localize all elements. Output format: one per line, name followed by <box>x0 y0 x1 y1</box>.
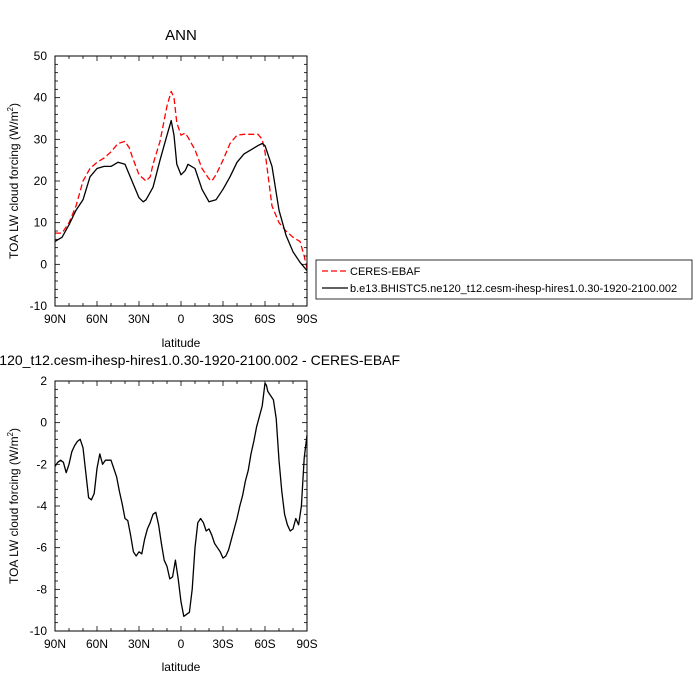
y-tick-label: 50 <box>34 49 48 63</box>
x-tick-label: 60S <box>254 312 275 326</box>
y-tick-label: 40 <box>34 91 48 105</box>
y-tick-label: -8 <box>36 582 47 596</box>
x-tick-label: 30N <box>128 312 150 326</box>
chart-annual: ANN 90N 60N 30N 0 30S 60S 90S -10 0 10 20 30 40 50 l… <box>6 27 693 350</box>
y-tick-label: 0 <box>40 257 47 271</box>
chart-title: C5.ne120_t12.cesm-ihesp-hires1.0.30-1920… <box>0 352 400 368</box>
x-tick-label: 60S <box>254 637 275 651</box>
x-tick-label: 90S <box>296 312 317 326</box>
plot-lines <box>54 382 308 618</box>
x-tick-label: 90N <box>44 637 66 651</box>
series-line-difference <box>54 382 308 618</box>
x-axis: 90N 60N 30N 0 30S 60S 90S <box>44 381 318 651</box>
y-tick-label: -2 <box>36 457 47 471</box>
x-tick-label: 30S <box>212 637 233 651</box>
y-axis-label: TOA LW cloud forcing (W/m2) <box>6 428 21 584</box>
plot-frame <box>54 380 308 632</box>
y-tick-label: -10 <box>30 299 48 313</box>
x-tick-label: 90S <box>296 637 317 651</box>
legend-label-model: b.e13.BHISTC5.ne120_t12.cesm-ihesp-hires… <box>350 283 677 295</box>
series-line-model <box>54 119 308 272</box>
x-tick-label: 30N <box>128 637 150 651</box>
x-tick-label: 90N <box>44 312 66 326</box>
y-axis-label: TOA LW cloud forcing (W/m2) <box>6 103 21 259</box>
y-axis-label-main: TOA LW cloud forcing (W/m <box>7 111 21 259</box>
chart-title: ANN <box>165 27 197 44</box>
y-tick-label: -4 <box>36 499 47 513</box>
y-tick-label: 2 <box>40 374 47 388</box>
x-axis-label: latitude <box>162 660 201 674</box>
plot-lines <box>54 90 308 272</box>
chart-difference: C5.ne120_t12.cesm-ihesp-hires1.0.30-1920… <box>0 352 400 674</box>
x-axis-label: latitude <box>162 336 201 350</box>
x-tick-label: 30S <box>212 312 233 326</box>
y-axis: -10 -8 -6 -4 -2 0 2 <box>30 374 307 638</box>
y-tick-label: -6 <box>36 541 47 555</box>
x-tick-label: 60N <box>86 637 108 651</box>
y-tick-label: 10 <box>34 216 48 230</box>
y-axis-label-superscript: 2 <box>6 106 15 111</box>
y-axis-label-main: TOA LW cloud forcing (W/m <box>7 436 21 584</box>
legend-label-ceres: CERES-EBAF <box>350 266 421 278</box>
y-axis-label-superscript: 2 <box>6 431 15 436</box>
y-axis-label-close: ) <box>7 428 21 432</box>
y-tick-label: 0 <box>40 416 47 430</box>
x-tick-label: 0 <box>178 312 185 326</box>
legend-frame <box>315 259 693 300</box>
y-tick-label: -10 <box>30 624 48 638</box>
legend: CERES-EBAF b.e13.BHISTC5.ne120_t12.cesm-… <box>315 259 693 300</box>
y-tick-label: 30 <box>34 132 48 146</box>
y-axis-label-close: ) <box>7 103 21 107</box>
x-axis: 90N 60N 30N 0 30S 60S 90S <box>44 56 318 326</box>
y-axis: -10 0 10 20 30 40 50 <box>30 49 307 313</box>
x-tick-label: 60N <box>86 312 108 326</box>
series-line-ceres-ebaf <box>55 90 308 269</box>
x-tick-label: 0 <box>178 637 185 651</box>
y-tick-label: 20 <box>34 174 48 188</box>
